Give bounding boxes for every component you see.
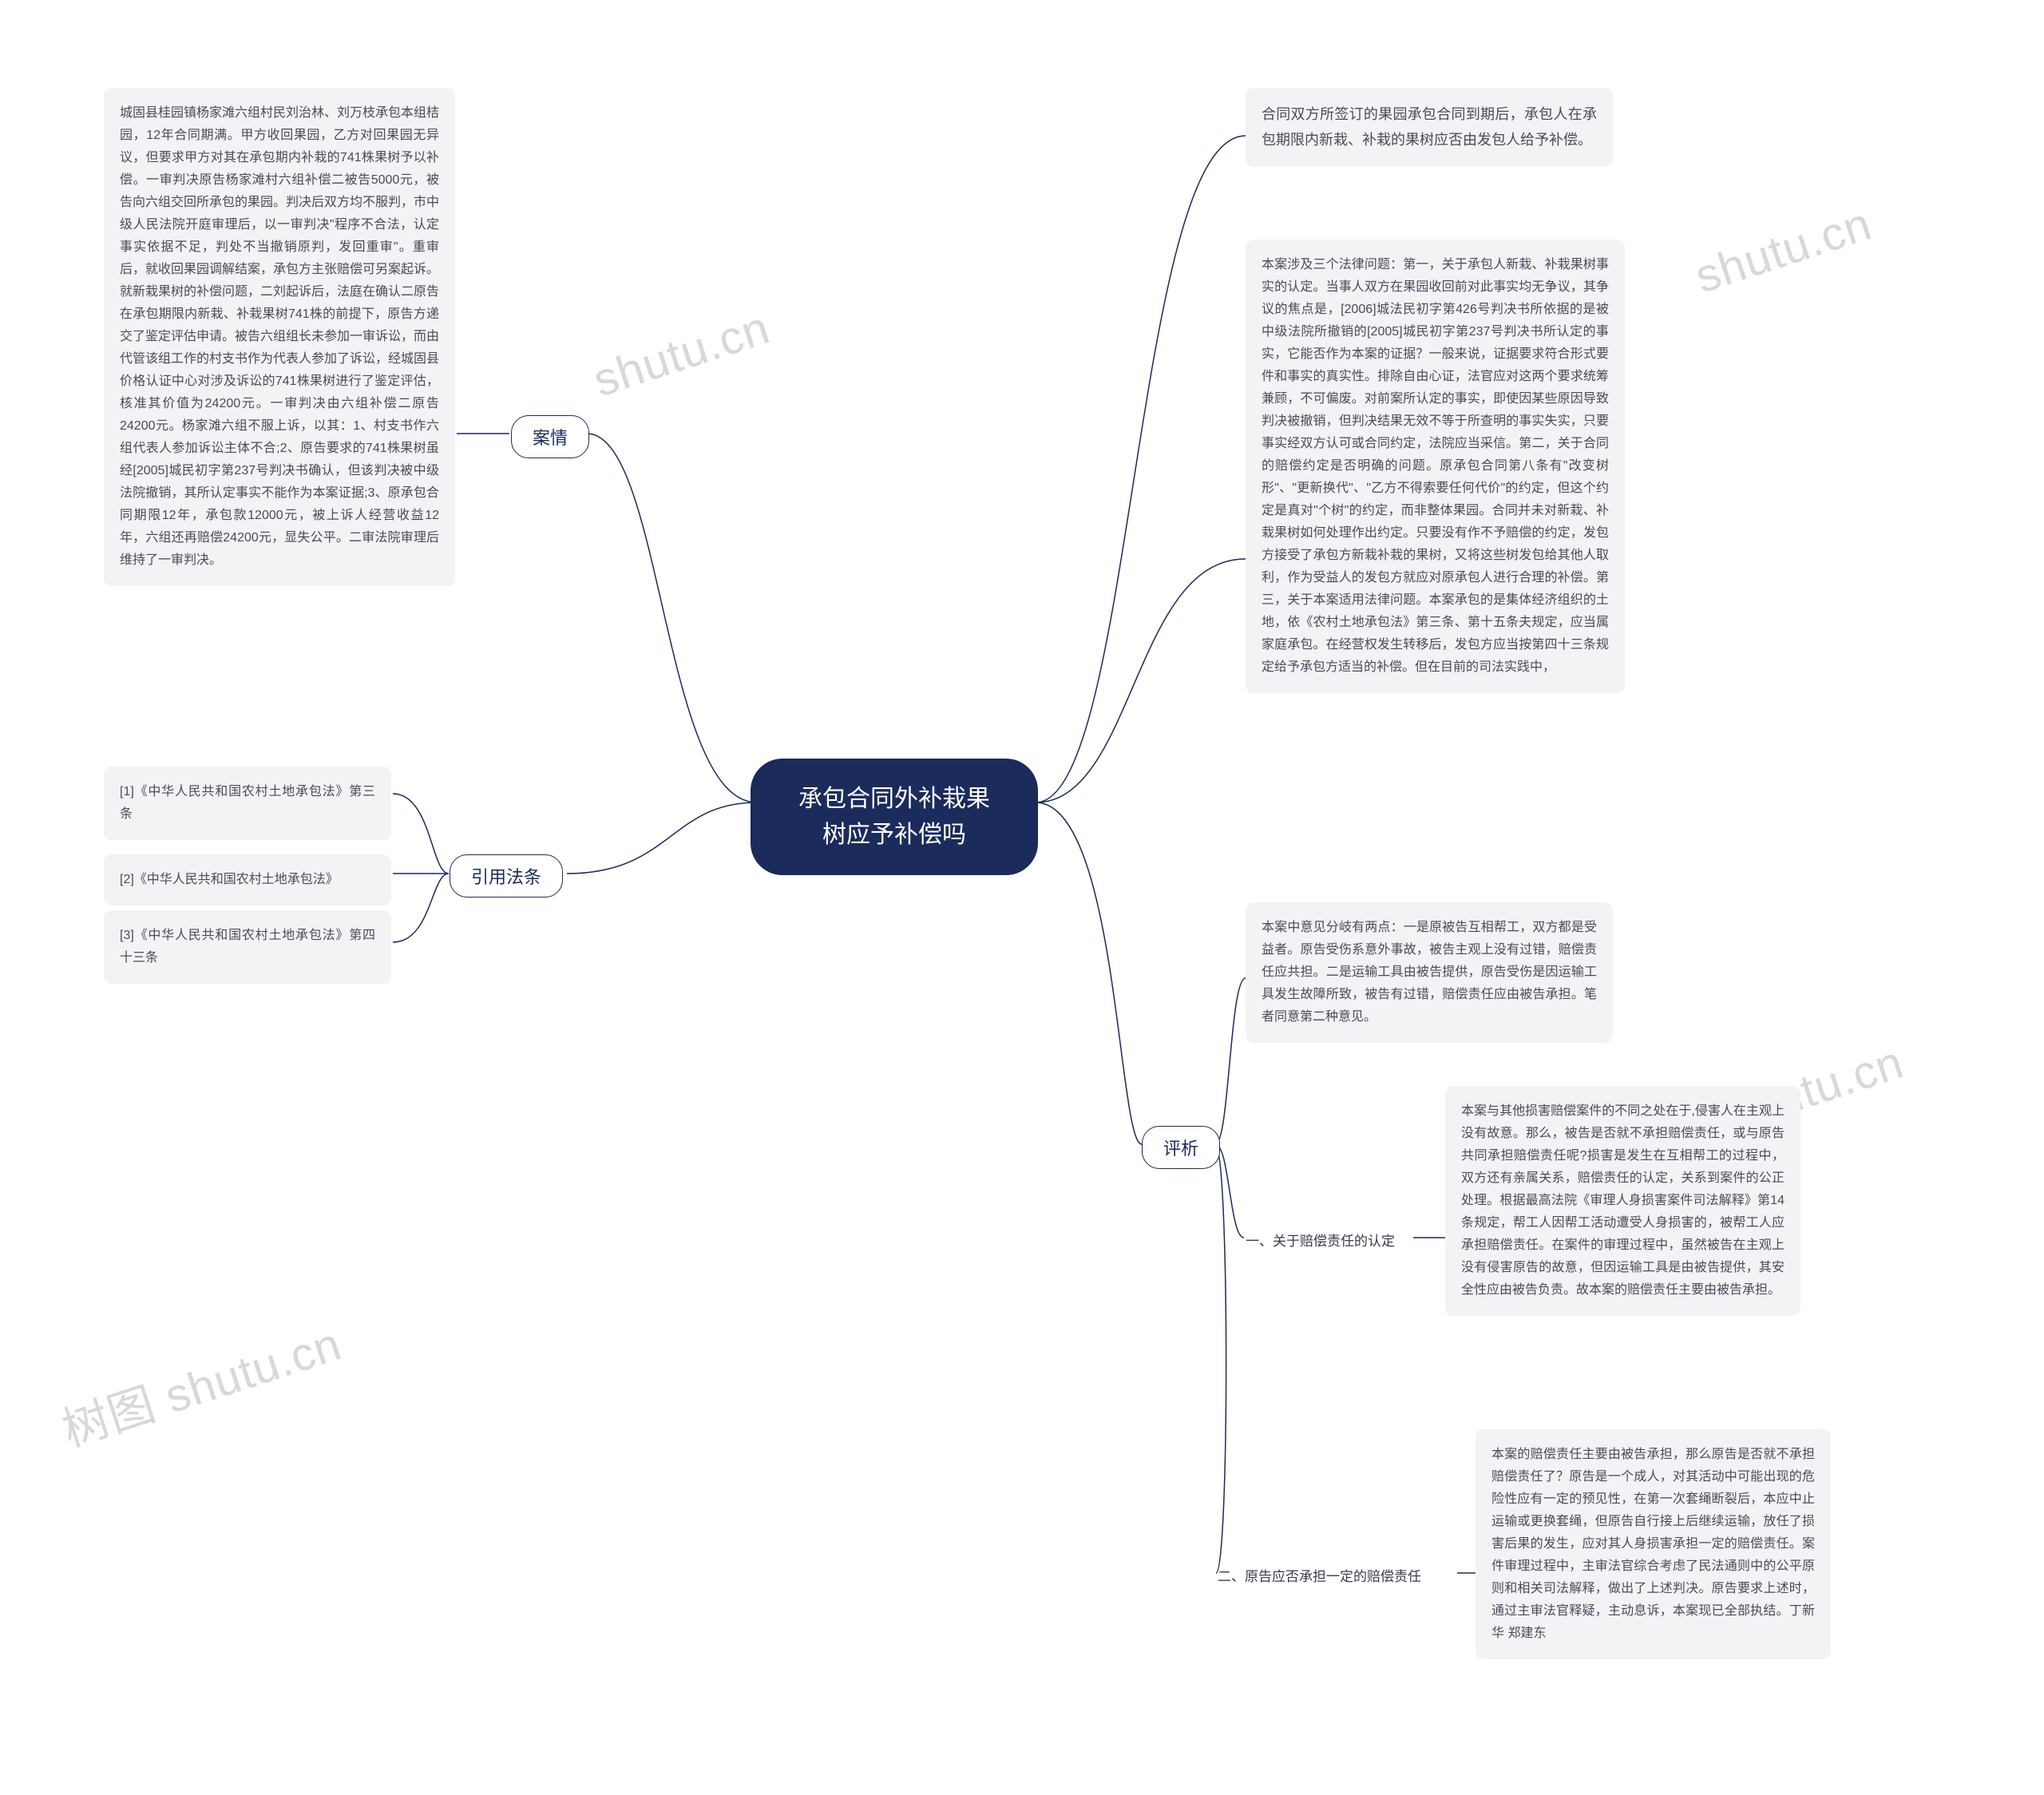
law-item-3: [3]《中华人民共和国农村土地承包法》第四十三条: [104, 910, 391, 984]
branch-law: 引用法条: [450, 854, 563, 898]
branch-case: 案情: [511, 415, 589, 458]
analysis-intro-content: 本案中意见分岐有两点：一是原被告互相帮工，双方都是受益者。原告受伤系意外事故，被…: [1246, 902, 1613, 1043]
sub-topic-2-label: 二、原告应否承担一定的赔偿责任: [1218, 1565, 1421, 1585]
watermark: shutu.cn: [1689, 197, 1878, 304]
sub-topic-1-label: 一、关于赔偿责任的认定: [1246, 1230, 1395, 1250]
watermark: 树图 shutu.cn: [53, 1306, 349, 1460]
case-content: 城固县桂园镇杨家滩六组村民刘治林、刘万枝承包本组桔园，12年合同期满。甲方收回果…: [104, 88, 455, 586]
sub-topic-1-content: 本案与其他损害赔偿案件的不同之处在于,侵害人在主观上没有故意。那么，被告是否就不…: [1445, 1086, 1800, 1316]
branch-analysis: 评析: [1142, 1126, 1220, 1169]
sub-topic-2-content: 本案的赔偿责任主要由被告承担，那么原告是否就不承担赔偿责任了？原告是一个成人，对…: [1476, 1429, 1831, 1659]
watermark: shutu.cn: [587, 301, 776, 408]
legal-analysis-content: 本案涉及三个法律问题：第一，关于承包人新栽、补栽果树事实的认定。当事人双方在果园…: [1246, 240, 1625, 693]
law-item-2: [2]《中华人民共和国农村土地承包法》: [104, 854, 391, 905]
law-item-1: [1]《中华人民共和国农村土地承包法》第三条: [104, 767, 391, 840]
central-topic: 承包合同外补栽果树应予补偿吗: [751, 759, 1038, 875]
summary-content: 合同双方所签订的果园承包合同到期后，承包人在承包期限内新栽、补栽的果树应否由发包…: [1246, 88, 1613, 167]
